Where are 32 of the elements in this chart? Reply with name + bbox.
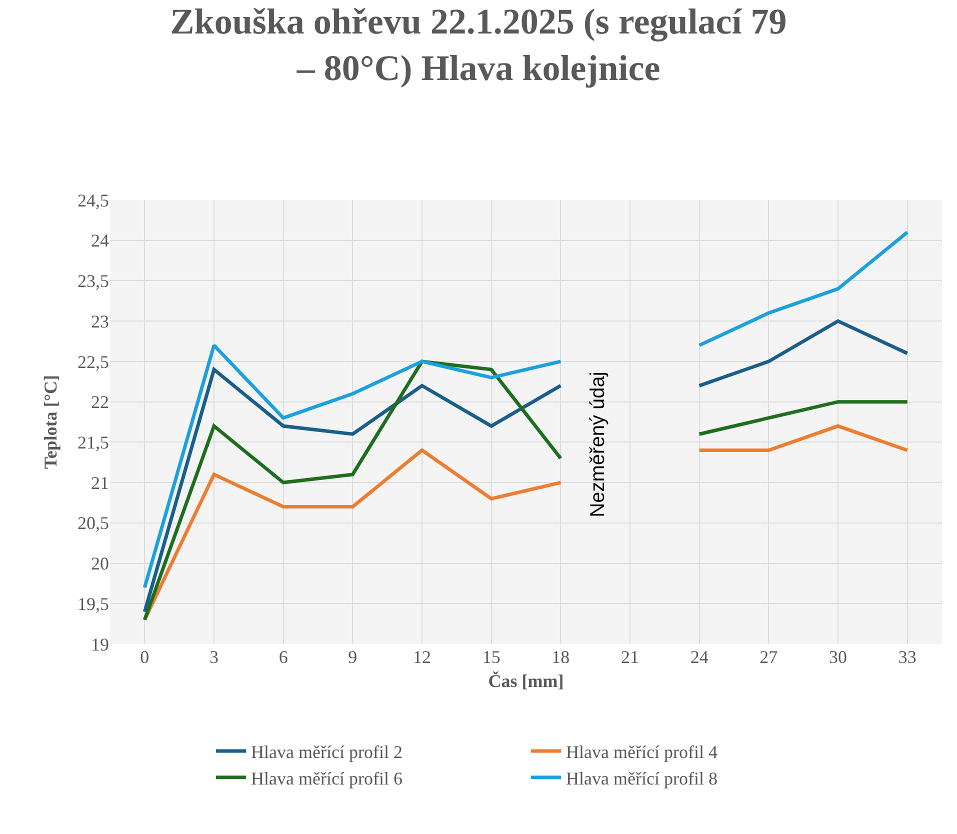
y-tick-label: 23,5 — [78, 271, 109, 292]
y-tick-label: 21 — [91, 472, 109, 493]
x-tick-label: 3 — [210, 647, 218, 667]
y-tick-label: 19 — [91, 634, 109, 654]
y-tick-label: 19,5 — [78, 594, 109, 614]
y-tick-label: 20 — [91, 554, 109, 574]
x-tick-label: 15 — [482, 647, 500, 667]
y-tick-label: 22,5 — [78, 352, 109, 372]
x-tick-label: 18 — [552, 647, 570, 667]
y-tick-label: 23 — [91, 311, 109, 332]
y-tick-label: 24,5 — [78, 190, 109, 210]
legend-label: Hlava měřící profil 4 — [566, 742, 718, 762]
x-tick-label: 6 — [278, 647, 288, 667]
y-axis-title: Teplota [°C] — [40, 374, 61, 470]
legend-label: Hlava měřící profil 8 — [566, 768, 718, 788]
x-axis-title: Čas [mm] — [488, 671, 564, 692]
y-tick-label: 21,5 — [78, 432, 109, 452]
x-tick-label: 9 — [348, 647, 358, 667]
x-tick-label: 27 — [760, 647, 778, 667]
legend-label: Hlava měřící profil 2 — [251, 742, 402, 762]
x-tick-label: 21 — [621, 647, 639, 667]
x-tick-label: 0 — [140, 647, 150, 667]
legend-label: Hlava měřící profil 6 — [251, 768, 402, 788]
y-tick-label: 24 — [91, 230, 109, 251]
x-tick-label: 24 — [690, 647, 708, 667]
chart-title: Zkouška ohřevu 22.1.2025 (s regulací 79 – 80°C) Hlava kolejnice — [170, 1, 787, 88]
y-tick-label: 22 — [91, 392, 109, 412]
x-tick-label: 30 — [829, 647, 847, 667]
x-tick-label: 12 — [413, 647, 431, 667]
annotation: Nezměřený údaj — [586, 372, 609, 518]
x-tick-label: 33 — [898, 647, 916, 667]
y-tick-label: 20,5 — [78, 513, 109, 534]
